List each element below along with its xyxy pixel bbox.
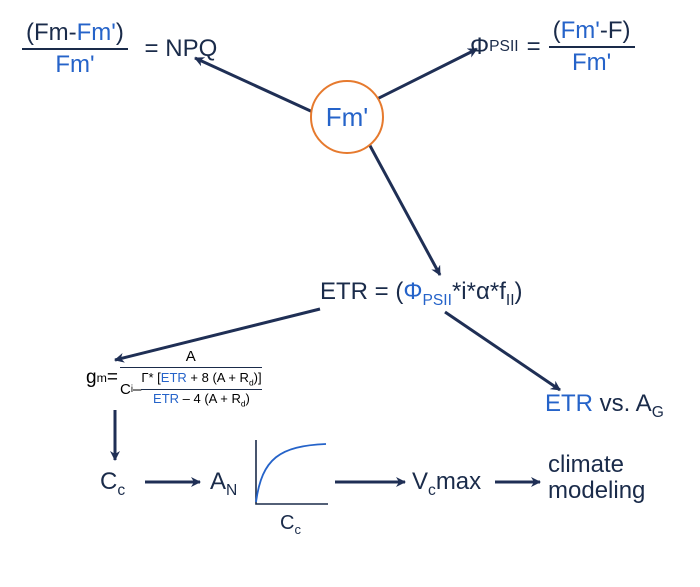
gm-lhs: g [86, 367, 97, 389]
phi-den: Fm' [568, 50, 615, 76]
fm-prime-text: Fm' [326, 102, 369, 133]
phi-num-blue: Fm' [561, 17, 600, 44]
an-label: AN [210, 468, 237, 500]
curve-axis-t: C [280, 512, 294, 534]
vcmax-t1: V [412, 468, 428, 495]
npq-equation: (Fm-Fm') Fm' = NPQ [22, 20, 217, 79]
etr-phi-sub: PSII [423, 292, 452, 309]
npq-eq-label: = NPQ [145, 35, 218, 62]
npq-num-blue: Fm' [77, 19, 116, 46]
saturation-curve [250, 438, 330, 510]
gm-inner-num-pre: Γ* [ [141, 370, 160, 385]
gm-inner-den-blue: ETR [153, 391, 179, 406]
gm-inner-num-post: + 8 (A + R [187, 370, 249, 385]
gm-inner-den-post: – 4 (A + R [179, 391, 241, 406]
etr-vs-ag: ETR vs. AG [545, 390, 664, 422]
phi-eq: = [527, 33, 541, 61]
phi-psii-equation: ΦPSII = (Fm'-F) Fm' [470, 18, 635, 77]
etr-vs-ag-rest: vs. A [593, 390, 652, 417]
npq-num-tail: ) [116, 19, 124, 46]
npq-num-plain: (Fm- [26, 19, 77, 46]
gm-eq: = [107, 367, 118, 389]
etr-suffix: ) [515, 278, 523, 305]
curve-axis-label: Cc [280, 512, 301, 537]
gm-den-minus: – [133, 381, 141, 398]
vcmax-s1: c [428, 482, 436, 499]
gm-inner-den-tail: ) [246, 391, 250, 406]
phi-num-paren: ( [553, 17, 561, 44]
gm-den-prefix: C [120, 381, 131, 398]
climate-l1: climate [548, 452, 645, 478]
npq-fraction: (Fm-Fm') Fm' [22, 20, 128, 79]
gm-inner-num-blue: ETR [161, 370, 187, 385]
fm-prime-node: Fm' [310, 80, 384, 154]
npq-den: Fm' [51, 52, 98, 78]
etr-middle: *i*α*f [452, 278, 506, 305]
cc-label: Cc [100, 468, 125, 500]
an-s: N [226, 482, 237, 499]
phi-num-tail: -F) [600, 17, 631, 44]
etr-vs-ag-blue: ETR [545, 390, 593, 417]
phi-symbol: Φ [470, 33, 489, 61]
climate-l2: modeling [548, 478, 645, 504]
etr-phi: Φ [403, 278, 422, 305]
vcmax-label: Vcmax [412, 468, 481, 500]
vcmax-t2: max [436, 468, 481, 495]
gm-inner-num-tail: )] [254, 370, 262, 385]
etr-equation: ETR = (ΦPSII*i*α*fII) [320, 278, 523, 310]
gm-lhs-sub: m [97, 371, 107, 385]
etr-vs-ag-sub: G [652, 404, 664, 421]
cc-t: C [100, 468, 117, 495]
cc-s: c [117, 482, 125, 499]
climate-modeling-label: climate modeling [548, 452, 645, 505]
phi-fraction: (Fm'-F) Fm' [549, 18, 635, 77]
etr-prefix: ETR = ( [320, 278, 403, 305]
etr-f-sub: II [506, 292, 515, 309]
curve-axis-s: c [294, 522, 301, 537]
an-t: A [210, 468, 226, 495]
gm-outer-num: A [186, 348, 196, 365]
gm-equation: gm = A Ci – Γ* [ETR + 8 (A + Rd)] ETR – … [86, 348, 262, 408]
phi-sub: PSII [489, 38, 518, 56]
